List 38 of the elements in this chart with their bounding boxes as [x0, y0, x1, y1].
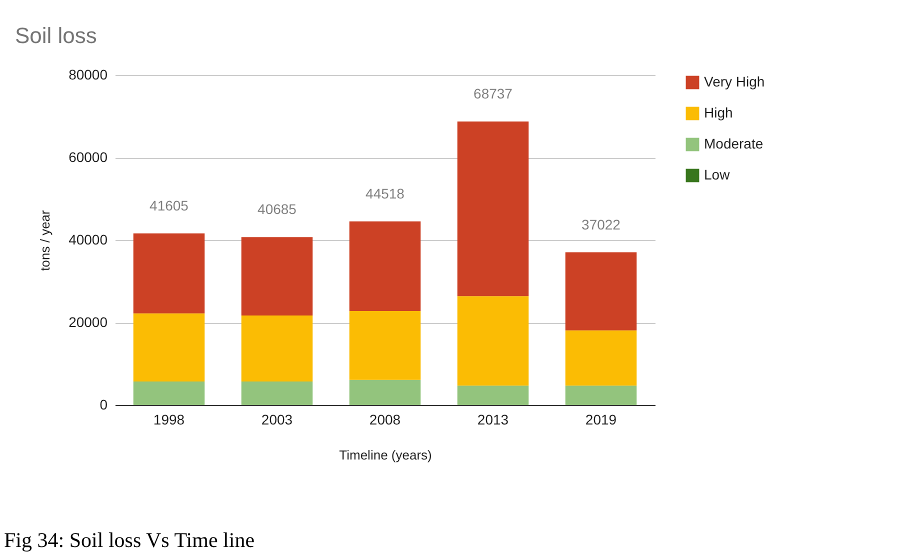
x-tick-label: 2003 — [261, 412, 293, 428]
y-tick-label: 0 — [100, 396, 108, 412]
legend-label: Very High — [704, 74, 765, 90]
y-tick-label: 40000 — [68, 232, 108, 248]
legend-label: Low — [704, 166, 731, 182]
bar — [565, 386, 637, 405]
x-tick-label: 2013 — [477, 412, 509, 428]
y-tick-label: 20000 — [68, 314, 108, 330]
x-tick-label: 2008 — [369, 412, 401, 428]
x-tick-label: 1998 — [153, 412, 185, 428]
total-label: 40685 — [258, 201, 297, 218]
bar — [349, 221, 421, 311]
bar — [133, 233, 205, 314]
bar — [241, 315, 313, 382]
bar — [565, 330, 637, 386]
legend-label: Moderate — [704, 136, 764, 152]
x-axis-title: Timeline (years) — [339, 448, 432, 462]
bar — [457, 121, 529, 296]
y-tick-label: 80000 — [68, 66, 108, 82]
chart-title: Soil loss — [15, 23, 97, 48]
bar — [349, 310, 421, 380]
total-label: 44518 — [366, 185, 405, 202]
y-axis-title: tons / year — [38, 209, 53, 271]
bar — [457, 386, 529, 405]
y-tick-label: 60000 — [68, 149, 108, 165]
legend-label: High — [704, 104, 733, 120]
total-label: 41605 — [150, 197, 189, 214]
bar — [565, 252, 637, 330]
total-label: 37022 — [582, 216, 621, 232]
bar — [457, 296, 529, 386]
bar — [241, 237, 313, 316]
x-tick-label: 2019 — [585, 412, 617, 428]
total-label: 68737 — [474, 85, 513, 102]
bar — [349, 380, 421, 405]
bar — [133, 313, 205, 382]
caption: Fig 34: Soil loss Vs Time line — [4, 528, 255, 553]
bar — [133, 381, 205, 405]
bar — [241, 381, 313, 405]
